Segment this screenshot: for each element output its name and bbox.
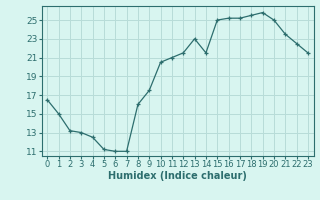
X-axis label: Humidex (Indice chaleur): Humidex (Indice chaleur) — [108, 171, 247, 181]
